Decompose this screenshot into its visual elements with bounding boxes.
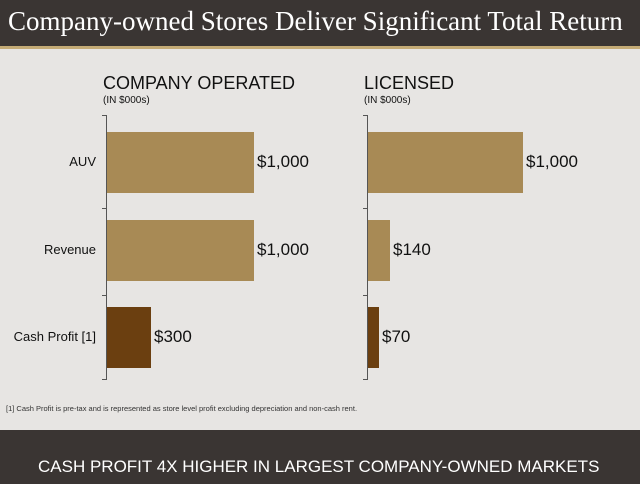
axis-tick-licensed-3 [363, 379, 368, 380]
category-axis-licensed [367, 115, 368, 380]
axis-tick-company-operated-3 [102, 379, 107, 380]
page-title: Company-owned Stores Deliver Significant… [8, 6, 623, 36]
category-axis-company-operated [106, 115, 107, 380]
data-label-licensed-cash-profit: $70 [382, 327, 411, 346]
axis-tick-licensed-2 [363, 295, 368, 296]
category-label-auv: AUV [69, 154, 96, 169]
axis-tick-licensed-0 [363, 115, 368, 116]
axis-tick-company-operated-0 [102, 115, 107, 116]
bar-licensed-auv [368, 132, 523, 193]
category-label-cash-profit: Cash Profit [1] [13, 329, 96, 344]
bar-licensed-cash-profit [368, 307, 379, 368]
axis-tick-company-operated-2 [102, 295, 107, 296]
bar-company-operated-cash-profit [107, 307, 151, 368]
header-bar [0, 0, 640, 46]
data-label-company-operated-cash-profit: $300 [154, 327, 192, 346]
axis-tick-licensed-1 [363, 208, 368, 209]
category-label-revenue: Revenue [43, 242, 96, 257]
data-label-licensed-auv: $1,000 [526, 152, 578, 171]
footer-headline: CASH PROFIT 4X HIGHER IN LARGEST COMPANY… [38, 457, 600, 476]
header-divider [0, 46, 640, 49]
chart-subtitle-company-operated: (IN $000s) [103, 95, 150, 106]
bar-company-operated-revenue [107, 220, 254, 281]
data-label-company-operated-auv: $1,000 [257, 152, 309, 171]
bar-licensed-revenue [368, 220, 390, 281]
chart-title-company-operated: COMPANY OPERATED [103, 73, 296, 93]
chart-title-licensed: LICENSED [364, 73, 455, 93]
chart-subtitle-licensed: (IN $000s) [364, 95, 411, 106]
data-label-company-operated-revenue: $1,000 [257, 240, 309, 259]
footnote: [1] Cash Profit is pre-tax and is repres… [6, 404, 358, 413]
footer-bar [0, 430, 640, 484]
axis-tick-company-operated-1 [102, 208, 107, 209]
data-label-licensed-revenue: $140 [393, 240, 431, 259]
bar-company-operated-auv [107, 132, 254, 193]
